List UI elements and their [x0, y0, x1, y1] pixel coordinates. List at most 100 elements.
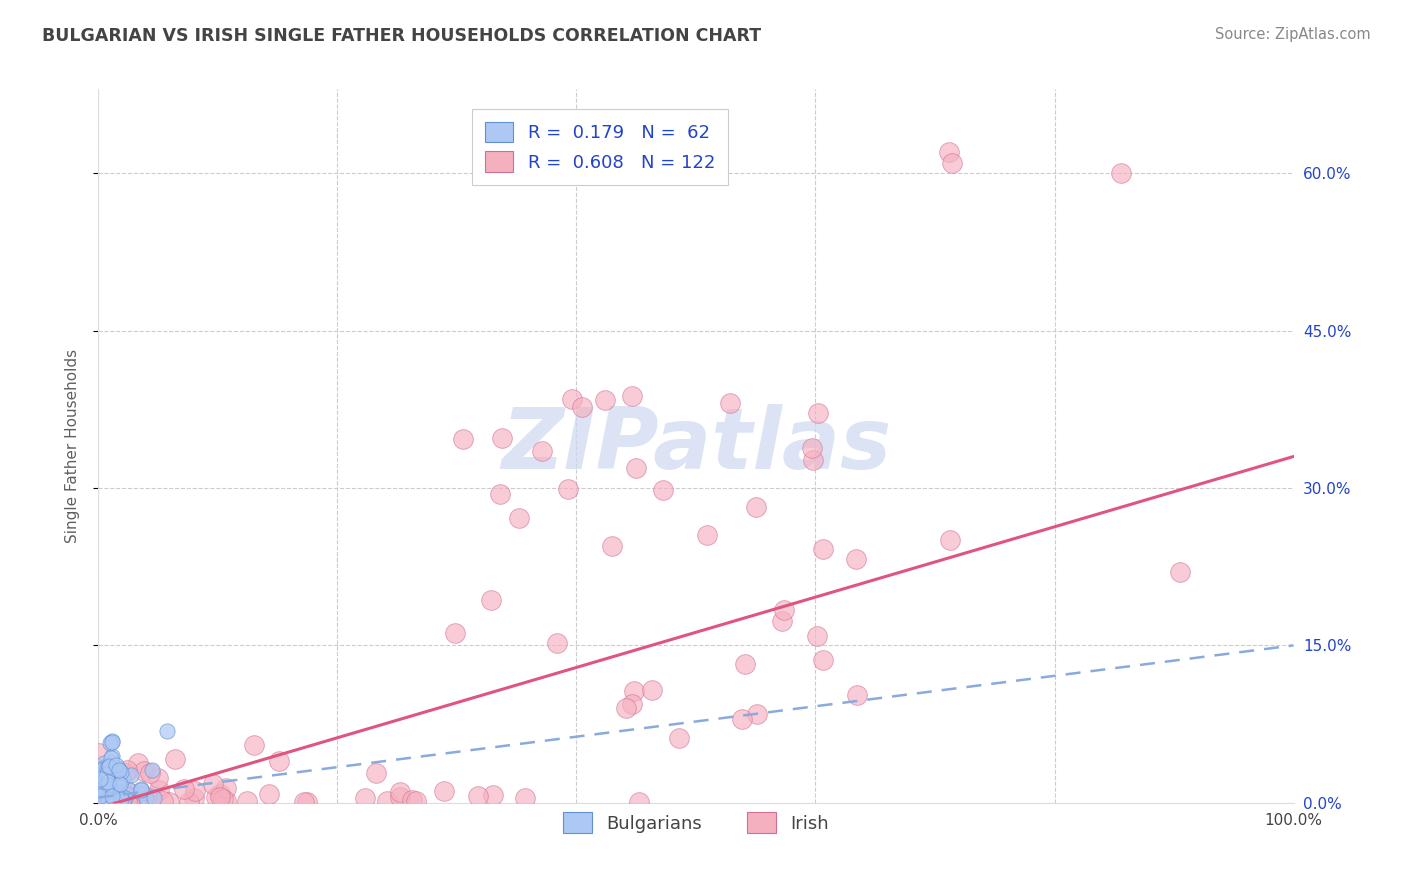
Point	[112, 791, 135, 805]
Point	[939, 533, 962, 548]
Point	[602, 539, 624, 553]
Point	[165, 752, 187, 766]
Point	[179, 795, 201, 809]
Point	[110, 795, 132, 809]
Point	[93, 756, 115, 770]
Text: ZIPatlas: ZIPatlas	[501, 404, 891, 488]
Point	[595, 393, 617, 408]
Point	[87, 787, 110, 801]
Point	[98, 759, 121, 773]
Point	[105, 757, 128, 772]
Point	[100, 792, 122, 806]
Point	[110, 789, 132, 804]
Point	[530, 444, 553, 458]
Point	[941, 155, 963, 169]
Point	[114, 787, 136, 801]
Point	[127, 756, 149, 771]
Point	[108, 792, 131, 806]
Point	[292, 795, 315, 809]
Point	[100, 751, 122, 765]
Point	[623, 683, 645, 698]
Point	[91, 794, 114, 808]
Point	[120, 789, 142, 804]
Point	[89, 781, 111, 796]
Point	[938, 145, 960, 160]
Point	[136, 789, 159, 804]
Point	[482, 788, 505, 802]
Point	[104, 782, 127, 797]
Point	[94, 794, 117, 808]
Point	[696, 528, 718, 542]
Point	[401, 792, 423, 806]
Point	[98, 758, 121, 772]
Point	[89, 789, 111, 804]
Point	[143, 790, 166, 805]
Point	[97, 782, 120, 797]
Point	[801, 452, 824, 467]
Y-axis label: Single Father Households: Single Father Households	[65, 349, 80, 543]
Point	[718, 396, 741, 410]
Point	[1168, 565, 1191, 579]
Point	[807, 406, 830, 420]
Point	[89, 783, 111, 797]
Point	[87, 785, 110, 799]
Point	[87, 793, 110, 807]
Point	[87, 787, 110, 801]
Point	[451, 433, 474, 447]
Point	[100, 765, 122, 780]
Point	[212, 792, 235, 806]
Point	[89, 791, 111, 805]
Point	[120, 786, 142, 800]
Point	[87, 788, 110, 802]
Point	[388, 790, 411, 805]
Point	[205, 790, 228, 805]
Point	[96, 792, 118, 806]
Point	[110, 764, 132, 779]
Text: BULGARIAN VS IRISH SINGLE FATHER HOUSEHOLDS CORRELATION CHART: BULGARIAN VS IRISH SINGLE FATHER HOUSEHO…	[42, 27, 761, 45]
Point	[152, 794, 174, 808]
Point	[101, 734, 124, 748]
Point	[89, 780, 111, 795]
Point	[571, 400, 593, 414]
Point	[100, 755, 122, 769]
Point	[806, 629, 828, 643]
Point	[101, 779, 124, 793]
Point	[131, 781, 153, 796]
Point	[91, 781, 114, 796]
Point	[132, 790, 155, 805]
Point	[108, 777, 131, 791]
Point	[87, 794, 110, 808]
Point	[235, 794, 257, 808]
Point	[515, 791, 537, 805]
Point	[97, 795, 120, 809]
Point	[91, 787, 114, 801]
Point	[139, 765, 162, 780]
Point	[354, 791, 377, 805]
Point	[96, 795, 118, 809]
Point	[811, 541, 834, 556]
Point	[173, 782, 195, 797]
Text: Source: ZipAtlas.com: Source: ZipAtlas.com	[1215, 27, 1371, 42]
Point	[747, 706, 769, 721]
Point	[101, 777, 124, 791]
Point	[100, 735, 122, 749]
Point	[846, 689, 869, 703]
Point	[208, 789, 231, 804]
Point	[114, 791, 136, 805]
Point	[1109, 166, 1132, 180]
Point	[89, 794, 111, 808]
Point	[107, 787, 129, 801]
Point	[444, 626, 467, 640]
Point	[115, 763, 138, 777]
Point	[489, 486, 512, 500]
Point	[97, 792, 120, 806]
Point	[96, 788, 118, 802]
Point	[110, 794, 132, 808]
Point	[269, 754, 291, 768]
Point	[93, 791, 115, 805]
Point	[117, 794, 139, 808]
Point	[111, 795, 134, 809]
Point	[734, 657, 756, 671]
Point	[98, 781, 121, 796]
Point	[491, 431, 513, 445]
